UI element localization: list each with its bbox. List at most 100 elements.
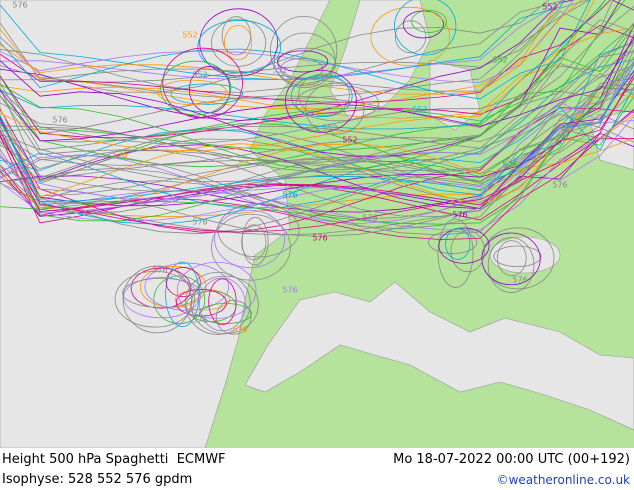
contour-line (0, 0, 591, 100)
contour-line (0, 25, 634, 168)
contour-line (0, 113, 634, 236)
contour-loop (450, 230, 485, 273)
contour-label: 576 (312, 234, 327, 243)
contour-line (0, 0, 611, 103)
contour-loop (411, 10, 447, 33)
contour-loop (211, 18, 267, 67)
contour-loop (122, 277, 201, 308)
contour-line (0, 59, 634, 209)
contour-label: 576 (162, 196, 177, 205)
contour-label: 576 (502, 161, 517, 170)
contour-line (0, 49, 634, 145)
contour-loop (162, 47, 243, 119)
contour-loop (445, 228, 471, 260)
contour-line (0, 73, 634, 233)
contour-loop (199, 8, 278, 77)
contour-loop (165, 267, 201, 298)
contour-loop (428, 230, 478, 254)
contour-line (0, 24, 634, 210)
contour-label: 552 (342, 136, 357, 145)
contour-loop (394, 20, 427, 54)
title: Height 500 hPa Spaghetti ECMWF (2, 452, 226, 467)
contour-line (0, 69, 634, 207)
contour-line (0, 0, 614, 92)
contour-loop (211, 213, 291, 281)
contour-label: 576 (52, 116, 67, 125)
contour-line (0, 110, 634, 231)
title-text: Height 500 hPa Spaghetti (2, 452, 169, 467)
contour-label: 576 (232, 326, 247, 335)
contour-label: 552 (412, 106, 427, 115)
contour-labels: 576 576 576 576 576 576 576 576 576 576 576 576 552 5… (12, 1, 567, 335)
contour-loop (305, 82, 365, 135)
contour-label: 552 (542, 3, 557, 12)
credit: ©weatheronline.co.uk (496, 473, 630, 487)
isophyse: Isophyse: 528 552 576 gpdm (2, 472, 193, 487)
valid-time: Mo 18-07-2022 00:00 UTC (00+192) (393, 452, 630, 467)
contour-loop (191, 275, 259, 335)
contour-loop (184, 271, 251, 335)
map: 576 576 576 576 576 576 576 576 576 576 576 576 552 5… (0, 0, 634, 448)
contour-loop (170, 83, 243, 105)
contour-line (0, 0, 621, 158)
contour-line (0, 0, 606, 171)
contour-loop (493, 245, 542, 268)
contour-line (0, 37, 634, 142)
contour-loop (197, 20, 282, 74)
contours (0, 0, 634, 335)
contour-line (0, 0, 589, 83)
contour-line (0, 137, 634, 240)
contour-loop (481, 232, 541, 286)
contour-line (0, 0, 566, 93)
contour-line (0, 19, 634, 163)
contour-line (0, 72, 634, 182)
contour-line (0, 137, 634, 209)
contour-line (0, 0, 563, 110)
contour-loop (215, 299, 252, 335)
contour-line (0, 48, 634, 197)
contour-loop (394, 0, 457, 56)
black-sea (489, 236, 561, 274)
contour-label: 576 (512, 276, 527, 285)
contour-line (0, 22, 634, 166)
contour-line (0, 0, 626, 151)
contour-line (0, 5, 634, 135)
contour-loop (217, 203, 300, 258)
contour-line (0, 87, 634, 214)
contour-loop (496, 240, 527, 277)
contour-label: 576 (282, 191, 297, 200)
contour-line (0, 0, 583, 95)
contour-loop (241, 217, 269, 266)
contour-line (0, 113, 634, 235)
contour-line (0, 74, 634, 225)
contour-loop (160, 60, 232, 116)
contour-label: 552 (322, 124, 337, 133)
contour-label: 576 (362, 214, 377, 223)
contour-label: 552 (492, 56, 507, 65)
contour-line (0, 0, 550, 93)
contour-loop (241, 224, 267, 261)
contour-line (0, 115, 634, 214)
contour-loop (437, 218, 474, 288)
contour-loop (298, 73, 350, 117)
contour-loop (165, 261, 200, 328)
contour-line (0, 41, 634, 183)
contour-loop (114, 270, 195, 328)
contour-label: 576 (112, 151, 127, 160)
contour-loop (199, 303, 252, 324)
contour-loop (290, 75, 353, 118)
contour-label: 576 (12, 1, 27, 10)
contour-label: 552 (272, 66, 287, 75)
contour-label: 552 (182, 31, 197, 40)
contour-loop (139, 265, 207, 308)
contour-label: 576 (452, 211, 467, 220)
contour-line (0, 59, 634, 200)
contour-loop (157, 79, 228, 105)
contour-loop (153, 275, 206, 324)
contour-line (0, 83, 634, 184)
model: ECMWF (176, 452, 226, 467)
contour-loop (176, 262, 257, 319)
contour-label: 576 (152, 266, 167, 275)
contour-label: 576 (192, 218, 207, 227)
